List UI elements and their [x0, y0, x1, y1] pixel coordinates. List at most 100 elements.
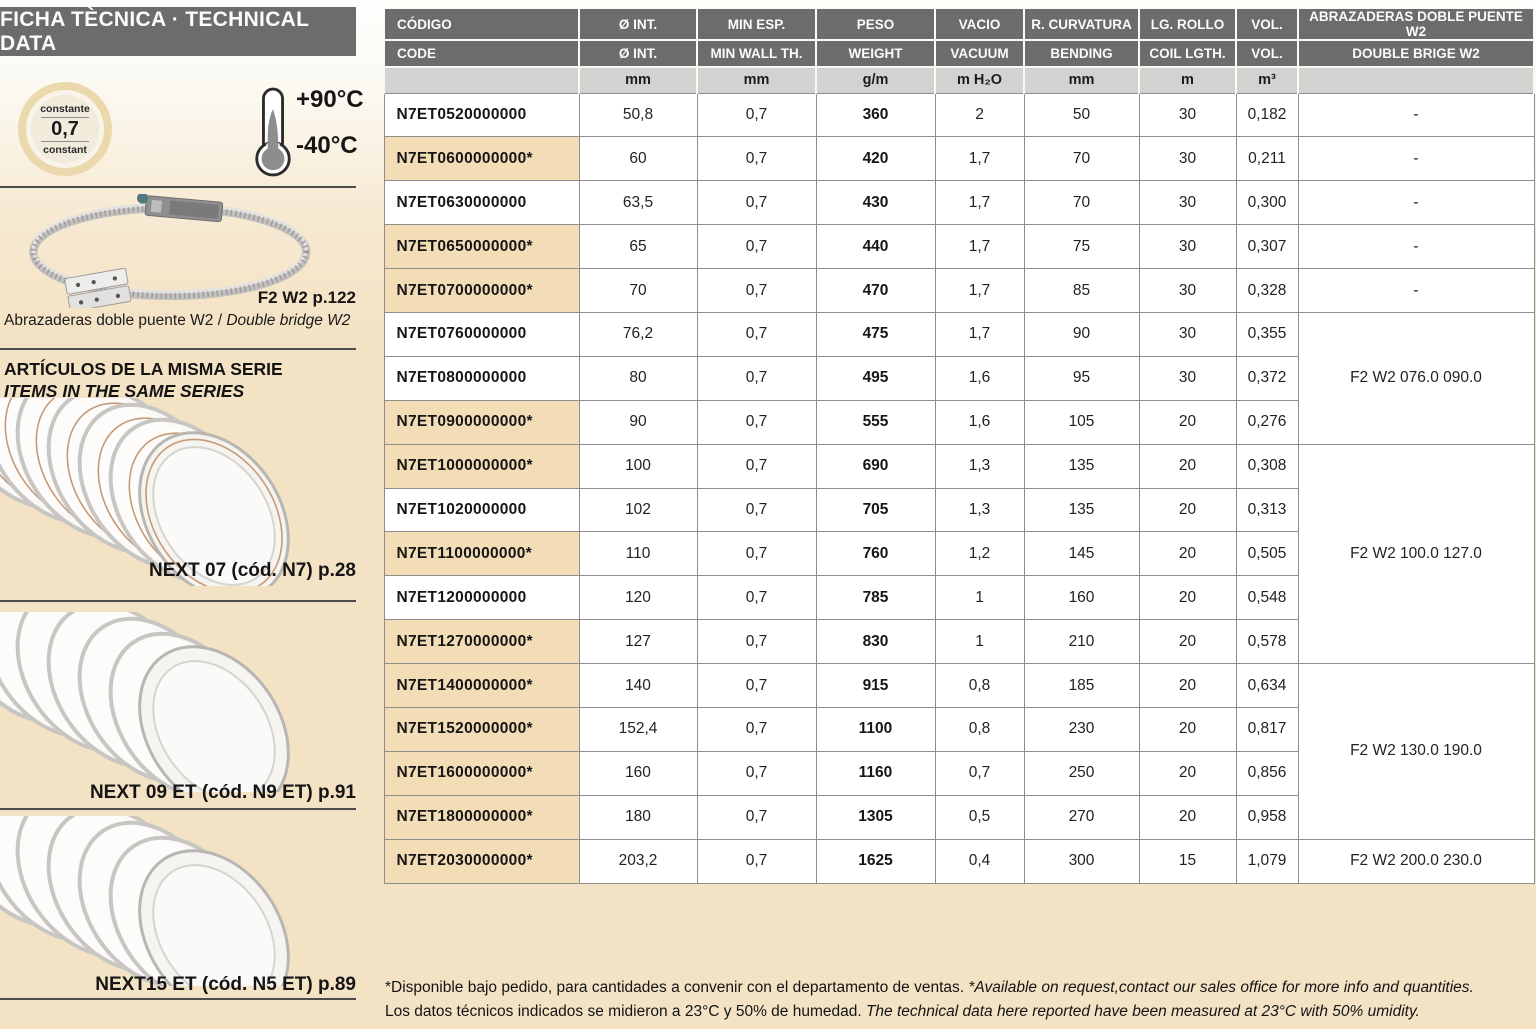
cell-code: N7ET1200000000	[383, 575, 580, 621]
cell-diameter: 152,4	[578, 706, 698, 752]
cell-clamp-reference: F2 W2 100.0 127.0	[1297, 443, 1535, 665]
related-item-label: NEXT 07 (cód. N7) p.28	[149, 560, 356, 581]
cell-volume: 0,313	[1235, 487, 1299, 533]
column-header-en-2: MIN WALL TH.	[696, 39, 817, 68]
cell-volume: 0,578	[1235, 619, 1299, 665]
cell-coil: 20	[1138, 706, 1237, 752]
cell-bending: 90	[1023, 311, 1140, 357]
constant-label-en: constant	[43, 143, 87, 156]
column-header-es-4: VACIO	[934, 7, 1025, 41]
cell-vacuum: 1,3	[934, 443, 1025, 489]
cell-weight: 705	[815, 487, 936, 533]
column-header-en-5: BENDING	[1023, 39, 1140, 68]
cell-code: N7ET2030000000*	[383, 838, 580, 884]
cell-code: N7ET0760000000	[383, 311, 580, 357]
cell-weight: 420	[815, 136, 936, 182]
cell-diameter: 50,8	[578, 92, 698, 138]
column-header-unit-3: g/m	[815, 66, 936, 94]
column-header-en-6: COIL LGTH.	[1138, 39, 1237, 68]
cell-vacuum: 0,4	[934, 838, 1025, 884]
table-row: N7ET0600000000* 60 0,7 420 1,7 70 30 0,211-	[383, 136, 1535, 182]
divider	[0, 998, 356, 1000]
cell-bending: 85	[1023, 268, 1140, 313]
temperature-min: -40°C	[296, 132, 358, 159]
cell-vacuum: 0,7	[934, 750, 1025, 796]
column-header-es-7: VOL.	[1235, 7, 1299, 41]
cell-vacuum: 0,8	[934, 706, 1025, 752]
clamp-caption-en: Double bridge W2	[226, 312, 351, 329]
clamp-caption-separator: /	[213, 312, 227, 329]
cell-min_wall: 0,7	[696, 355, 817, 401]
clamp-image	[12, 192, 322, 313]
cell-weight: 440	[815, 224, 936, 270]
cell-volume: 0,308	[1235, 443, 1299, 489]
related-item-label: NEXT 09 ET (cód. N9 ET) p.91	[89, 782, 356, 803]
technical-data-table: CÓDIGO Ø INT. MIN ESP. PESO VACIO R. CURVATUR…	[383, 7, 1535, 884]
footnote-measurement-en: The technical data here reported have be…	[865, 1003, 1420, 1021]
column-header-en-4: VACUUM	[934, 39, 1025, 68]
cell-weight: 1305	[815, 794, 936, 840]
hose-image-next15et	[0, 816, 358, 986]
cell-coil: 30	[1138, 92, 1237, 138]
column-header-es-3: PESO	[815, 7, 936, 41]
cell-clamp-reference: F2 W2 200.0 230.0	[1297, 838, 1535, 884]
column-header-unit-5: mm	[1023, 66, 1140, 94]
cell-vacuum: 1,7	[934, 180, 1025, 226]
cell-bending: 145	[1023, 531, 1140, 577]
column-header-unit-0	[383, 66, 580, 94]
table-row: N7ET0760000000 76,2 0,7 475 1,7 90 30 0,355 F2 W…	[383, 311, 1535, 445]
cell-coil: 20	[1138, 619, 1237, 665]
clamp-caption-es: Abrazaderas doble puente W2	[4, 312, 214, 329]
column-header-es-0: CÓDIGO	[383, 7, 580, 41]
cell-min_wall: 0,7	[696, 92, 817, 138]
cell-clamp-reference: -	[1297, 224, 1535, 270]
table-row: N7ET0700000000* 70 0,7 470 1,7 85 30 0,328-	[383, 268, 1535, 313]
cell-code: N7ET1000000000*	[383, 443, 580, 489]
table-body: N7ET0520000000 50,8 0,7 360 2 50 30 0,182- N7ET0…	[383, 92, 1535, 884]
cell-bending: 70	[1023, 136, 1140, 182]
cell-weight: 430	[815, 180, 936, 226]
column-header-es-8: ABRAZADERAS DOBLE PUENTE W2	[1297, 7, 1535, 41]
cell-coil: 30	[1138, 268, 1237, 313]
cell-code: N7ET0520000000	[383, 92, 580, 138]
cell-coil: 20	[1138, 487, 1237, 533]
cell-min_wall: 0,7	[696, 268, 817, 313]
cell-vacuum: 1,6	[934, 355, 1025, 401]
cell-volume: 0,505	[1235, 531, 1299, 577]
cell-min_wall: 0,7	[696, 706, 817, 752]
thermometer-icon	[252, 86, 294, 183]
cell-diameter: 80	[578, 355, 698, 401]
header-row-en: CODE Ø INT. MIN WALL TH. WEIGHT VACUUM BENDIN…	[383, 39, 1535, 68]
divider	[0, 600, 356, 602]
cell-diameter: 203,2	[578, 838, 698, 884]
cell-code: N7ET1400000000*	[383, 663, 580, 708]
cell-coil: 30	[1138, 180, 1237, 226]
column-header-unit-8	[1297, 66, 1535, 94]
cell-min_wall: 0,7	[696, 311, 817, 357]
cell-bending: 75	[1023, 224, 1140, 270]
cell-code: N7ET0900000000*	[383, 399, 580, 445]
cell-diameter: 180	[578, 794, 698, 840]
cell-bending: 160	[1023, 575, 1140, 621]
series-section-title-es: ARTÍCULOS DE LA MISMA SERIE	[4, 359, 283, 379]
cell-volume: 0,634	[1235, 663, 1299, 708]
cell-clamp-reference: -	[1297, 180, 1535, 226]
cell-diameter: 102	[578, 487, 698, 533]
divider	[0, 348, 356, 350]
hose-image-next09et	[0, 612, 358, 792]
cell-vacuum: 1,7	[934, 224, 1025, 270]
table-row: N7ET0520000000 50,8 0,7 360 2 50 30 0,182-	[383, 92, 1535, 138]
table-row: N7ET1400000000* 140 0,7 915 0,8 185 20 0,634 F2 …	[383, 663, 1535, 840]
cell-vacuum: 1	[934, 575, 1025, 621]
cell-weight: 1160	[815, 750, 936, 796]
cell-code: N7ET0800000000	[383, 355, 580, 401]
cell-weight: 360	[815, 92, 936, 138]
cell-weight: 785	[815, 575, 936, 621]
cell-min_wall: 0,7	[696, 531, 817, 577]
footnote-measurement: Los datos técnicos indicados se midieron…	[385, 1000, 1535, 1024]
cell-volume: 1,079	[1235, 838, 1299, 884]
cell-volume: 0,817	[1235, 706, 1299, 752]
cell-weight: 760	[815, 531, 936, 577]
footnote-measurement-es: Los datos técnicos indicados se midieron…	[385, 1003, 866, 1021]
column-header-es-1: Ø INT.	[578, 7, 698, 41]
